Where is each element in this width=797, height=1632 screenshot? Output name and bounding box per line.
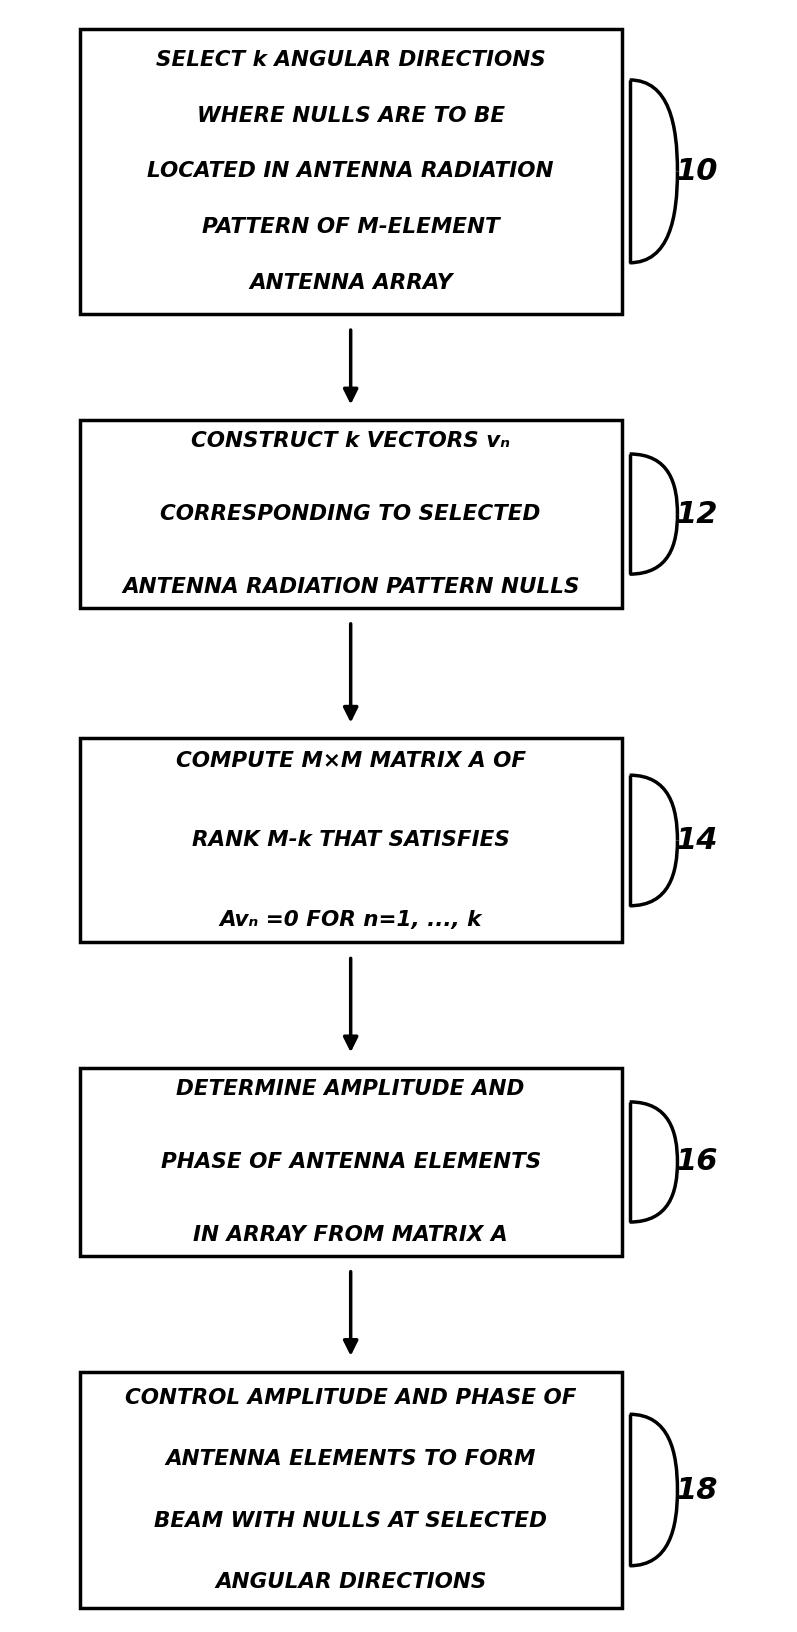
- Text: ANTENNA ELEMENTS TO FORM: ANTENNA ELEMENTS TO FORM: [166, 1449, 536, 1469]
- Text: Avₙ =0 FOR n=1, ..., k: Avₙ =0 FOR n=1, ..., k: [219, 911, 482, 930]
- Text: LOCATED IN ANTENNA RADIATION: LOCATED IN ANTENNA RADIATION: [147, 162, 554, 181]
- Text: 12: 12: [676, 499, 719, 529]
- Text: PHASE OF ANTENNA ELEMENTS: PHASE OF ANTENNA ELEMENTS: [160, 1152, 541, 1172]
- Text: RANK M-k THAT SATISFIES: RANK M-k THAT SATISFIES: [192, 831, 509, 850]
- Text: COMPUTE M×M MATRIX A OF: COMPUTE M×M MATRIX A OF: [175, 751, 526, 770]
- Text: CONSTRUCT k VECTORS vₙ: CONSTRUCT k VECTORS vₙ: [191, 431, 510, 450]
- Text: 14: 14: [676, 826, 719, 855]
- Text: 10: 10: [676, 157, 719, 186]
- Text: ANGULAR DIRECTIONS: ANGULAR DIRECTIONS: [215, 1572, 486, 1593]
- Text: PATTERN OF M-ELEMENT: PATTERN OF M-ELEMENT: [202, 217, 500, 237]
- Text: 18: 18: [676, 1475, 719, 1505]
- Text: DETERMINE AMPLITUDE AND: DETERMINE AMPLITUDE AND: [176, 1079, 525, 1098]
- Text: CORRESPONDING TO SELECTED: CORRESPONDING TO SELECTED: [160, 504, 541, 524]
- Text: ANTENNA ARRAY: ANTENNA ARRAY: [249, 273, 453, 292]
- Text: BEAM WITH NULLS AT SELECTED: BEAM WITH NULLS AT SELECTED: [154, 1511, 548, 1531]
- Text: SELECT k ANGULAR DIRECTIONS: SELECT k ANGULAR DIRECTIONS: [155, 51, 546, 70]
- Text: WHERE NULLS ARE TO BE: WHERE NULLS ARE TO BE: [197, 106, 505, 126]
- Text: ANTENNA RADIATION PATTERN NULLS: ANTENNA RADIATION PATTERN NULLS: [122, 578, 579, 597]
- Text: IN ARRAY FROM MATRIX A: IN ARRAY FROM MATRIX A: [194, 1226, 508, 1245]
- Text: 16: 16: [676, 1147, 719, 1177]
- Bar: [80, 419, 622, 607]
- Bar: [80, 738, 622, 943]
- Bar: [80, 1371, 622, 1609]
- Bar: [80, 1069, 622, 1257]
- Bar: [80, 29, 622, 315]
- Text: CONTROL AMPLITUDE AND PHASE OF: CONTROL AMPLITUDE AND PHASE OF: [125, 1387, 576, 1408]
